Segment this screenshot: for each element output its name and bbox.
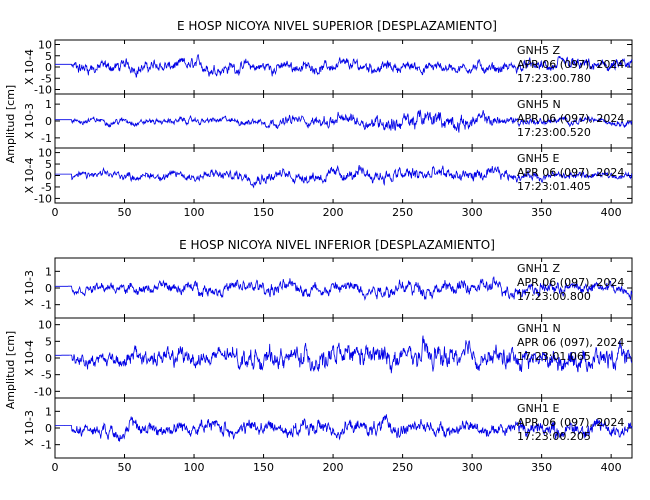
- upper-trace-2-date: APR 06 (097), 2024: [517, 112, 624, 125]
- upper-trace-3-ytick-label: -5: [41, 181, 52, 194]
- lower-xtick-label: 300: [462, 461, 483, 474]
- upper-trace-3-ytick-label: 5: [45, 158, 52, 171]
- lower-trace-3-waveform: [55, 414, 633, 443]
- lower-ylabel: Amplitud [cm]: [4, 331, 17, 409]
- upper-trace-2-time: 17:23:00.520: [517, 126, 591, 139]
- upper-trace-1-ytick-label: 5: [45, 50, 52, 63]
- upper-trace-2-waveform: [55, 109, 633, 133]
- upper-trace-3-date: APR 06 (097), 2024: [517, 166, 624, 179]
- lower-xtick-label: 250: [392, 461, 413, 474]
- upper-xtick-label: 400: [601, 206, 622, 219]
- lower-trace-2-ytick-label: -5: [41, 369, 52, 382]
- upper-ylabel: Amplitud [cm]: [4, 85, 17, 163]
- lower-trace-2-ytick-label: 10: [38, 319, 52, 332]
- lower-trace-3-ytick-label: -1: [41, 439, 52, 452]
- upper-trace-3-ytick-label: -10: [34, 192, 52, 205]
- upper-trace-2-ytick-label: 1: [45, 98, 52, 111]
- upper-xtick-label: 150: [253, 206, 274, 219]
- lower-trace-2-date: APR 06 (097), 2024: [517, 336, 624, 349]
- upper-trace-2-ytick-label: 0: [45, 115, 52, 128]
- lower-trace-1-waveform: [55, 276, 633, 301]
- upper-xtick-label: 100: [184, 206, 205, 219]
- lower-trace-3-date: APR 06 (097), 2024: [517, 416, 624, 429]
- upper-trace-3-waveform: [55, 164, 633, 189]
- lower-trace-2-scale-label: X 10-4: [23, 340, 36, 376]
- lower-trace-3-scale-label: X 10-3: [23, 410, 36, 446]
- lower-xtick-label: 0: [52, 461, 59, 474]
- upper-chart-title: E HOSP NICOYA NIVEL SUPERIOR [DESPLAZAMI…: [177, 19, 497, 33]
- upper-xtick-label: 350: [531, 206, 552, 219]
- lower-xtick-label: 100: [184, 461, 205, 474]
- upper-trace-1-scale-label: X 10-4: [23, 49, 36, 85]
- upper-trace-1-date: APR 06 (097), 2024: [517, 58, 624, 71]
- upper-trace-2-ytick-label: -1: [41, 132, 52, 145]
- lower-trace-1-scale-label: X 10-3: [23, 270, 36, 306]
- upper-trace-1-ytick-label: -5: [41, 72, 52, 85]
- upper-trace-3-ytick-label: 10: [38, 147, 52, 160]
- lower-trace-1-date: APR 06 (097), 2024: [517, 276, 624, 289]
- lower-xtick-label: 200: [323, 461, 344, 474]
- lower-trace-3-ytick-label: 1: [45, 405, 52, 418]
- upper-trace-3-station: GNH5 E: [517, 152, 560, 165]
- upper-trace-3-scale-label: X 10-4: [23, 158, 36, 194]
- upper-xtick-label: 250: [392, 206, 413, 219]
- upper-trace-3-time: 17:23:01.405: [517, 180, 591, 193]
- lower-trace-1-time: 17:23:00.800: [517, 290, 591, 303]
- upper-trace-1-ytick-label: 0: [45, 61, 52, 74]
- upper-xtick-label: 50: [118, 206, 132, 219]
- lower-trace-3-ytick-label: 0: [45, 422, 52, 435]
- lower-trace-3-station: GNH1 E: [517, 402, 560, 415]
- lower-trace-2-ytick-label: 0: [45, 352, 52, 365]
- upper-xtick-label: 300: [462, 206, 483, 219]
- upper-trace-3-ytick-label: 0: [45, 170, 52, 183]
- lower-trace-1-ytick-label: 0: [45, 282, 52, 295]
- lower-xtick-label: 400: [601, 461, 622, 474]
- upper-trace-2-station: GNH5 N: [517, 98, 561, 111]
- lower-xtick-label: 150: [253, 461, 274, 474]
- upper-trace-1-ytick-label: 10: [38, 39, 52, 52]
- lower-chart-title: E HOSP NICOYA NIVEL INFERIOR [DESPLAZAMI…: [179, 238, 495, 252]
- upper-trace-2-scale-label: X 10-3: [23, 103, 36, 139]
- lower-trace-2-time: 17:23:01.065: [517, 350, 591, 363]
- lower-trace-3-time: 17:23:00.205: [517, 430, 591, 443]
- lower-trace-1-station: GNH1 Z: [517, 262, 561, 275]
- lower-xtick-label: 50: [118, 461, 132, 474]
- upper-trace-1-station: GNH5 Z: [517, 44, 561, 57]
- lower-trace-2-waveform: [55, 335, 633, 374]
- upper-trace-1-time: 17:23:00.780: [517, 72, 591, 85]
- upper-xtick-label: 0: [52, 206, 59, 219]
- lower-trace-2-ytick-label: 5: [45, 335, 52, 348]
- lower-trace-1-ytick-label: -1: [41, 299, 52, 312]
- upper-xtick-label: 200: [323, 206, 344, 219]
- lower-trace-1-ytick-label: 1: [45, 265, 52, 278]
- lower-xtick-label: 350: [531, 461, 552, 474]
- lower-trace-2-station: GNH1 N: [517, 322, 561, 335]
- upper-trace-1-ytick-label: -10: [34, 84, 52, 97]
- lower-trace-2-ytick-label: -10: [34, 385, 52, 398]
- upper-trace-1-waveform: [55, 54, 633, 78]
